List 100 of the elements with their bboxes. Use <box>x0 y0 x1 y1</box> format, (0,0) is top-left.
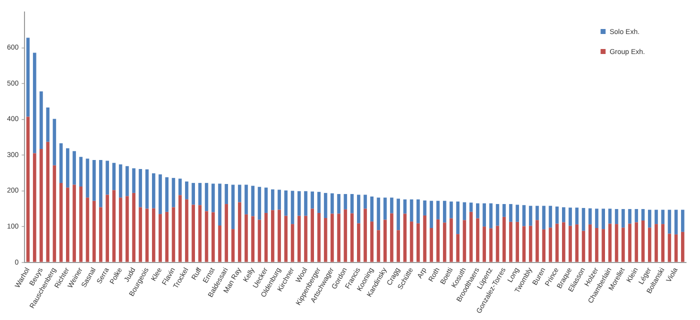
bar <box>271 210 274 262</box>
bar <box>403 214 407 262</box>
bar <box>212 212 215 262</box>
bar <box>648 210 652 228</box>
bar <box>430 228 434 262</box>
bar <box>548 228 552 262</box>
bar <box>317 212 321 262</box>
bar <box>284 190 288 216</box>
bar <box>145 208 149 262</box>
bar <box>330 193 334 214</box>
bar <box>575 224 579 262</box>
bar <box>555 224 559 262</box>
bar <box>258 220 262 262</box>
bar <box>674 234 678 262</box>
bar <box>416 223 420 262</box>
bar <box>317 192 321 213</box>
bar <box>396 230 400 262</box>
bar <box>337 214 340 262</box>
bar <box>46 107 50 142</box>
bar <box>516 204 520 222</box>
bar <box>562 222 566 262</box>
bar <box>370 222 374 262</box>
bar <box>204 211 208 262</box>
bar <box>278 210 281 262</box>
bar <box>681 210 684 232</box>
bar <box>106 194 109 262</box>
bar <box>59 143 63 183</box>
bar <box>72 151 76 185</box>
bar <box>238 202 242 262</box>
bar <box>158 174 162 214</box>
bar <box>608 224 612 262</box>
bar <box>423 200 426 216</box>
bar <box>628 224 632 262</box>
bar <box>661 224 665 262</box>
bar <box>26 116 30 262</box>
bar <box>522 226 526 262</box>
bar <box>509 204 512 222</box>
bar <box>575 208 579 224</box>
bar <box>614 224 618 262</box>
bar <box>118 198 122 262</box>
bar <box>324 218 328 262</box>
bar <box>390 198 394 214</box>
bar <box>40 148 43 262</box>
bar <box>469 202 473 212</box>
bar <box>442 200 446 223</box>
bar <box>244 214 248 262</box>
bar <box>46 142 50 262</box>
bar <box>264 188 268 213</box>
bar <box>264 212 268 262</box>
bar <box>496 204 500 226</box>
bar <box>92 160 96 201</box>
bar <box>165 177 169 212</box>
bar <box>172 207 176 262</box>
bar <box>416 199 420 224</box>
bar <box>99 160 102 208</box>
bar <box>555 206 559 224</box>
bar <box>40 91 43 149</box>
bar <box>641 220 645 262</box>
bar <box>462 202 466 220</box>
bar <box>396 198 400 230</box>
bar <box>516 222 520 262</box>
bar <box>502 216 506 262</box>
bar <box>562 207 566 222</box>
bar <box>218 225 222 262</box>
bar <box>489 228 493 262</box>
bar <box>192 204 195 262</box>
bar <box>66 188 70 262</box>
bar <box>126 196 129 262</box>
bar <box>52 165 56 262</box>
bar <box>356 194 360 224</box>
bar <box>542 229 546 262</box>
bar <box>356 223 360 262</box>
bar <box>608 208 612 224</box>
bar <box>198 182 202 206</box>
bar <box>152 173 156 208</box>
bar <box>138 207 142 262</box>
bar <box>383 198 387 220</box>
bar <box>482 203 486 227</box>
bar <box>568 226 572 262</box>
bar <box>330 214 334 262</box>
bar <box>52 118 56 166</box>
bar <box>628 209 632 224</box>
bar <box>344 194 348 210</box>
bar <box>390 213 394 262</box>
bar <box>72 184 76 262</box>
bar <box>297 191 301 216</box>
bar <box>310 192 314 209</box>
bar <box>634 222 638 262</box>
bar <box>99 207 102 262</box>
bar <box>26 38 30 117</box>
bar <box>86 158 90 198</box>
bar <box>198 205 202 262</box>
bar <box>79 186 83 262</box>
bar <box>450 218 453 262</box>
bar <box>106 160 109 195</box>
bar <box>165 212 169 262</box>
bar <box>224 204 228 262</box>
bar <box>112 162 116 190</box>
bar <box>231 229 235 262</box>
bar <box>370 196 374 222</box>
